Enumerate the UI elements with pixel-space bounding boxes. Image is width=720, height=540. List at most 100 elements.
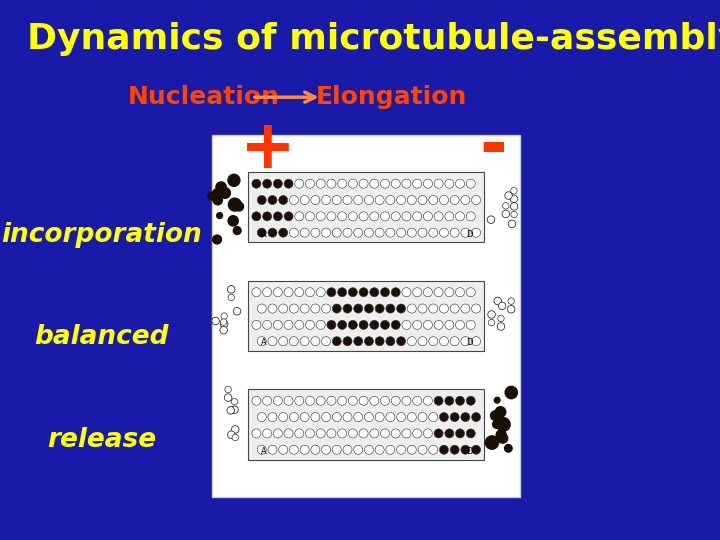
Circle shape (348, 320, 357, 329)
Circle shape (380, 179, 390, 188)
Circle shape (294, 396, 304, 406)
Circle shape (354, 304, 363, 313)
Circle shape (439, 195, 449, 205)
Circle shape (456, 320, 464, 329)
Circle shape (252, 429, 261, 438)
Circle shape (402, 320, 411, 329)
Circle shape (225, 394, 232, 401)
Circle shape (338, 320, 346, 329)
Circle shape (391, 288, 400, 297)
Circle shape (322, 228, 330, 237)
Circle shape (279, 228, 288, 237)
Circle shape (316, 288, 325, 297)
Circle shape (380, 396, 390, 406)
Circle shape (316, 179, 325, 188)
Circle shape (505, 192, 513, 199)
Circle shape (418, 445, 427, 454)
Circle shape (252, 212, 261, 221)
Circle shape (311, 228, 320, 237)
Bar (248, 281, 484, 351)
Circle shape (413, 288, 422, 297)
Circle shape (494, 396, 500, 404)
Circle shape (508, 298, 514, 305)
Circle shape (445, 320, 454, 329)
Circle shape (428, 336, 438, 346)
Circle shape (284, 320, 293, 329)
Circle shape (289, 228, 298, 237)
Circle shape (327, 288, 336, 297)
Text: +: + (240, 116, 296, 181)
Circle shape (220, 319, 227, 325)
Circle shape (408, 228, 416, 237)
Circle shape (445, 179, 454, 188)
Text: release: release (48, 427, 156, 453)
Circle shape (456, 212, 464, 221)
Circle shape (413, 179, 422, 188)
Circle shape (391, 212, 400, 221)
Circle shape (263, 288, 271, 297)
Circle shape (450, 195, 459, 205)
Circle shape (252, 288, 261, 297)
Circle shape (268, 228, 277, 237)
Circle shape (467, 179, 475, 188)
Circle shape (257, 336, 266, 346)
Circle shape (503, 202, 509, 209)
Circle shape (263, 212, 271, 221)
Circle shape (289, 336, 298, 346)
Circle shape (311, 445, 320, 454)
Circle shape (284, 288, 293, 297)
Circle shape (257, 413, 266, 422)
Circle shape (439, 413, 449, 422)
Circle shape (300, 304, 309, 313)
Circle shape (294, 212, 304, 221)
Circle shape (498, 315, 504, 322)
Circle shape (450, 336, 459, 346)
Circle shape (370, 320, 379, 329)
Circle shape (234, 201, 244, 212)
Circle shape (338, 179, 346, 188)
Circle shape (212, 194, 223, 206)
Circle shape (212, 234, 222, 245)
Circle shape (225, 386, 231, 393)
Circle shape (380, 320, 390, 329)
Circle shape (375, 304, 384, 313)
Circle shape (252, 320, 261, 329)
Circle shape (294, 179, 304, 188)
Circle shape (316, 320, 325, 329)
Circle shape (228, 215, 239, 227)
Circle shape (490, 410, 500, 421)
Circle shape (428, 445, 438, 454)
Circle shape (402, 179, 411, 188)
Text: Dynamics of microtubule-assembly: Dynamics of microtubule-assembly (27, 22, 720, 56)
Circle shape (279, 195, 288, 205)
Circle shape (456, 396, 464, 406)
Circle shape (467, 320, 475, 329)
Circle shape (300, 445, 309, 454)
Circle shape (228, 173, 240, 187)
Circle shape (274, 320, 282, 329)
Circle shape (348, 179, 357, 188)
Text: A: A (261, 338, 267, 347)
Circle shape (359, 179, 368, 188)
Circle shape (508, 220, 516, 228)
Circle shape (467, 429, 475, 438)
Circle shape (380, 288, 390, 297)
Circle shape (268, 445, 277, 454)
Circle shape (510, 187, 517, 194)
Circle shape (348, 288, 357, 297)
Circle shape (472, 445, 481, 454)
Circle shape (354, 228, 363, 237)
Circle shape (397, 195, 405, 205)
Circle shape (386, 195, 395, 205)
Circle shape (257, 445, 266, 454)
Circle shape (300, 336, 309, 346)
Circle shape (391, 179, 400, 188)
Circle shape (221, 313, 228, 319)
Circle shape (294, 288, 304, 297)
Circle shape (413, 429, 422, 438)
Circle shape (450, 445, 459, 454)
Circle shape (294, 429, 304, 438)
Circle shape (408, 445, 416, 454)
Circle shape (434, 212, 443, 221)
Circle shape (445, 288, 454, 297)
